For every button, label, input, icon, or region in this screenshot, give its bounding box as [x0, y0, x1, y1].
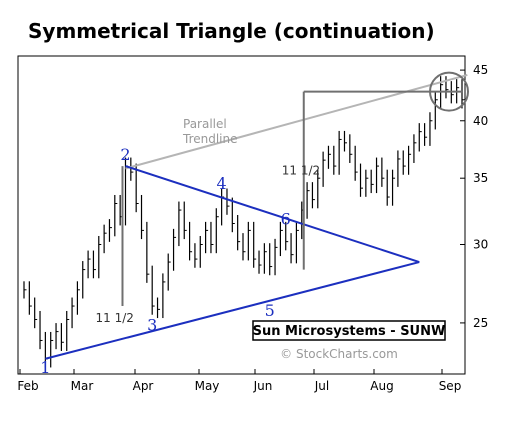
point-label-2: 2	[120, 145, 130, 164]
point-label-3: 3	[147, 316, 157, 335]
point-label-5: 5	[265, 301, 275, 320]
point-label-1: 1	[40, 358, 50, 377]
target-circle	[429, 71, 469, 112]
x-tick-label-3: May	[195, 379, 220, 393]
lower-trendline	[45, 261, 420, 360]
chart-title: Symmetrical Triangle (continuation)	[28, 19, 435, 43]
x-tick-label-7: Sep	[439, 379, 462, 393]
x-tick-label-1: Mar	[71, 379, 94, 393]
y-tick-label-0: 25	[473, 316, 488, 330]
x-tick-label-5: Jul	[314, 379, 329, 393]
y-tick-label-3: 40	[473, 114, 488, 128]
y-tick-label-1: 30	[473, 237, 488, 251]
x-tick-label-4: Jun	[253, 379, 273, 393]
x-tick-label-6: Aug	[370, 379, 393, 393]
plot-frame	[17, 55, 466, 375]
parallel-label-line-0: Parallel	[183, 117, 227, 131]
symbol-box	[252, 320, 446, 341]
pattern-height-label: 11 1/2	[95, 311, 133, 325]
parallel-trendline	[125, 73, 468, 170]
upper-trendline	[125, 165, 420, 264]
point-label-4: 4	[217, 174, 227, 193]
measured-move-label: 11 1/2	[282, 164, 320, 178]
point-label-6: 6	[281, 209, 291, 228]
symbol-label: Sun Microsystems - SUNW	[253, 324, 446, 339]
parallel-label-line-1: Trendline	[182, 132, 238, 146]
y-tick-label-4: 45	[473, 63, 488, 77]
y-tick-label-2: 35	[473, 171, 488, 185]
watermark: © StockCharts.com	[280, 347, 398, 361]
x-tick-label-2: Apr	[133, 379, 154, 393]
x-tick-label-0: Feb	[17, 379, 38, 393]
